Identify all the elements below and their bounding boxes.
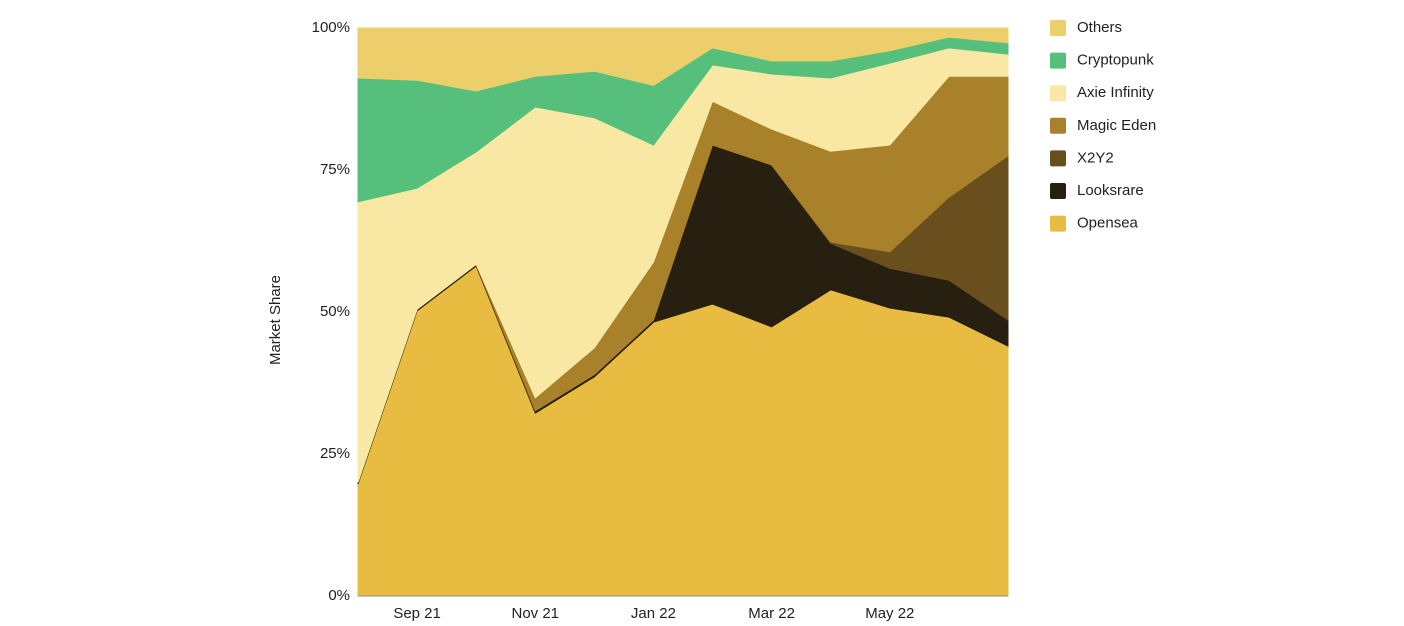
y-tick-label: 75% bbox=[320, 161, 350, 178]
x-tick-label: Mar 22 bbox=[748, 605, 795, 622]
area bbox=[357, 265, 1009, 597]
y-tick-label: 100% bbox=[312, 19, 350, 36]
x-tick-label: Nov 21 bbox=[512, 605, 560, 622]
x-tick-label: Sep 21 bbox=[393, 605, 441, 622]
y-axis-label: Market Share bbox=[267, 275, 284, 365]
legend-swatch bbox=[1050, 183, 1066, 199]
legend-label: Axie Infinity bbox=[1077, 84, 1154, 101]
legend-swatch bbox=[1050, 20, 1066, 36]
area bbox=[357, 27, 1009, 92]
legend-label: Magic Eden bbox=[1077, 117, 1156, 134]
y-tick-label: 50% bbox=[320, 303, 350, 320]
legend-label: Cryptopunk bbox=[1077, 52, 1154, 69]
legend-swatch bbox=[1050, 85, 1066, 102]
legend-label: Looksrare bbox=[1077, 182, 1144, 199]
x-tick-label: May 22 bbox=[865, 605, 914, 622]
x-tick-label: Jan 22 bbox=[631, 605, 676, 622]
legend-label: X2Y2 bbox=[1077, 149, 1114, 166]
legend-label: Others bbox=[1077, 19, 1122, 36]
y-tick-label: 25% bbox=[320, 445, 350, 462]
legend-swatch bbox=[1050, 150, 1066, 167]
legend-swatch bbox=[1050, 117, 1066, 134]
y-tick-label: 0% bbox=[328, 587, 350, 604]
legend-label: Opensea bbox=[1077, 215, 1139, 232]
legend-swatch bbox=[1050, 52, 1066, 69]
legend-swatch bbox=[1050, 215, 1066, 232]
